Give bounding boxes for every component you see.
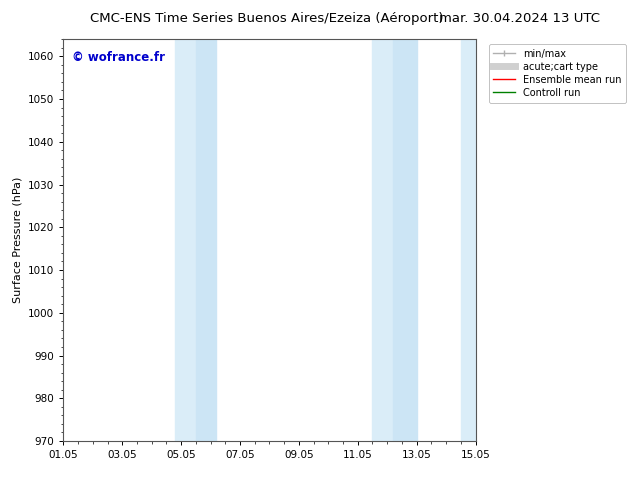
Y-axis label: Surface Pressure (hPa): Surface Pressure (hPa) <box>13 177 23 303</box>
Text: © wofrance.fr: © wofrance.fr <box>72 51 165 64</box>
Bar <box>175 39 196 441</box>
Text: mar. 30.04.2024 13 UTC: mar. 30.04.2024 13 UTC <box>439 12 600 25</box>
Bar <box>461 39 476 441</box>
Bar <box>393 39 417 441</box>
Text: CMC-ENS Time Series Buenos Aires/Ezeiza (Aéroport): CMC-ENS Time Series Buenos Aires/Ezeiza … <box>89 12 443 25</box>
Bar <box>196 39 216 441</box>
Legend: min/max, acute;cart type, Ensemble mean run, Controll run: min/max, acute;cart type, Ensemble mean … <box>489 44 626 102</box>
Bar <box>373 39 393 441</box>
